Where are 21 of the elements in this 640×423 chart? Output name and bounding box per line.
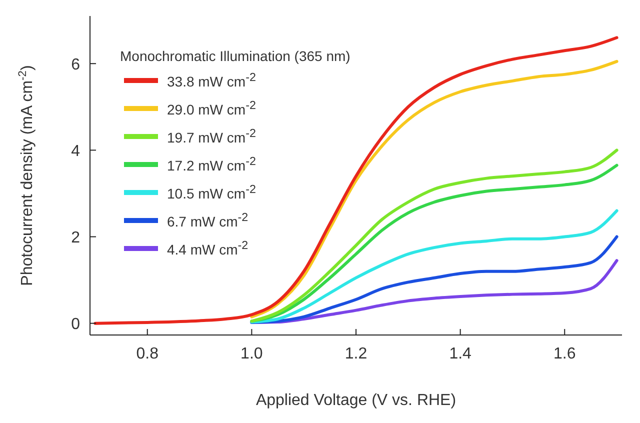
line-series — [250, 209, 618, 324]
legend-label: 17.2 mW cm$^{-2}$ — [167, 154, 256, 174]
legend-label: 19.7 mW cm$^{-2}$ — [167, 126, 256, 146]
line-series — [250, 235, 618, 324]
legend-title: Monochromatic Illumination (365 nm) — [120, 48, 350, 64]
x-tick-label: 0.8 — [136, 345, 159, 362]
legend-label: 4.4 mW cm$^{-2}$ — [167, 238, 248, 258]
y-tick-label: 4 — [71, 142, 80, 160]
line-series — [94, 36, 618, 325]
y-tick-label: 6 — [71, 56, 80, 74]
x-tick-label: 1.4 — [449, 345, 472, 362]
y-tick-label: 0 — [71, 316, 80, 333]
x-tick-label: 1.0 — [240, 345, 263, 362]
x-axis-title: Applied Voltage (V vs. RHE) — [256, 392, 456, 409]
x-tick-label: 1.2 — [344, 345, 368, 362]
legend-label: 6.7 mW cm$^{-2}$ — [167, 210, 248, 230]
legend-label: 29.0 mW cm$^{-2}$ — [167, 98, 256, 118]
x-tick-label: 1.6 — [554, 345, 576, 362]
y-tick-label: 2 — [71, 229, 80, 246]
legend-label: 33.8 mW cm$^{-2}$ — [167, 70, 256, 90]
legend-label: 10.5 mW cm$^{-2}$ — [167, 182, 256, 202]
